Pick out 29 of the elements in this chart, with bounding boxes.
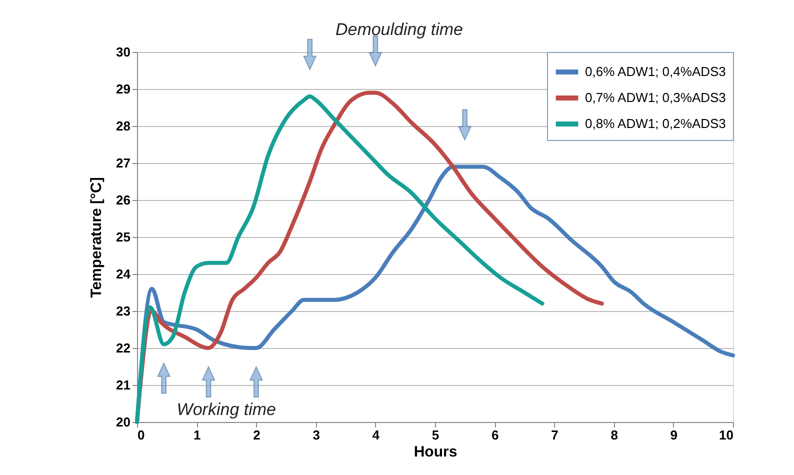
- y-tick-label: 26: [116, 192, 130, 208]
- x-axis-title: Hours: [414, 444, 458, 460]
- x-tick-label: 8: [610, 428, 618, 442]
- x-tick-label: 6: [491, 428, 499, 442]
- y-tick-label: 23: [116, 304, 130, 318]
- y-tick-label: 21: [116, 378, 130, 392]
- y-tick-label: 24: [116, 266, 132, 282]
- x-tick-label: 0: [138, 428, 145, 442]
- y-tick-label: 28: [116, 118, 130, 134]
- x-tick-label: 3: [312, 428, 320, 442]
- x-tick-label: 7: [551, 428, 558, 442]
- y-tick-label: 22: [116, 340, 130, 356]
- y-tick-label: 30: [116, 44, 130, 60]
- legend-label: 0,7% ADW1; 0,3%ADS3: [585, 90, 726, 105]
- annotation: Working time: [176, 400, 276, 419]
- x-tick-label: 10: [719, 428, 734, 442]
- y-tick-label: 20: [116, 414, 130, 430]
- x-tick-label: 4: [372, 428, 380, 442]
- y-tick-label: 27: [116, 156, 130, 170]
- legend-label: 0,8% ADW1; 0,2%ADS3: [585, 116, 726, 131]
- x-tick-label: 1: [193, 428, 201, 442]
- legend-label: 0,6% ADW1; 0,4%ADS3: [585, 64, 726, 79]
- x-tick-label: 5: [432, 428, 440, 442]
- y-tick-label: 25: [116, 230, 130, 244]
- x-tick-label: 2: [253, 428, 260, 442]
- y-tick-label: 29: [116, 82, 130, 96]
- y-axis-title: Temperature [°C]: [88, 177, 106, 298]
- x-tick-label: 9: [670, 428, 678, 442]
- text: Demoulding time: [335, 20, 464, 39]
